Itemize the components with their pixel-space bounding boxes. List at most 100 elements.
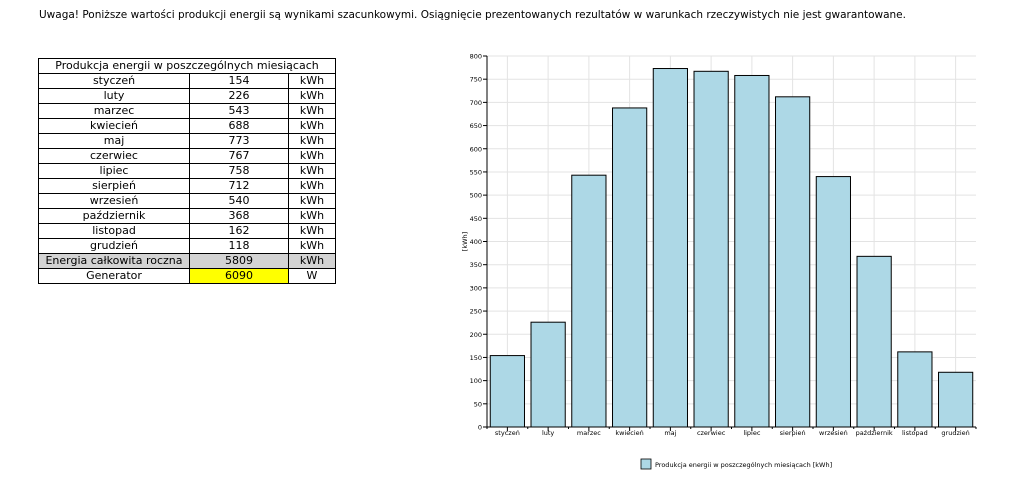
- generator-value: 6090: [189, 268, 289, 284]
- value-cell: 688: [189, 118, 289, 134]
- table-row: styczeń 154 kWh: [38, 73, 336, 89]
- bar: [897, 351, 933, 428]
- bar: [734, 74, 770, 428]
- x-tick-label: marzec: [577, 429, 601, 437]
- value-cell: 154: [189, 73, 289, 89]
- y-tick-label: 350: [470, 261, 482, 269]
- y-axis-label: [kWh]: [461, 232, 469, 251]
- unit-cell: kWh: [288, 133, 336, 149]
- y-tick-label: 200: [470, 331, 482, 339]
- bar: [530, 321, 566, 428]
- y-tick-label: 750: [470, 76, 482, 84]
- y-tick-label: 550: [470, 168, 482, 176]
- x-tick-label: maj: [664, 429, 676, 437]
- y-tick-label: 0: [478, 424, 482, 432]
- y-tick-label: 150: [470, 354, 482, 362]
- month-cell: wrzesień: [38, 193, 190, 209]
- month-cell: kwiecień: [38, 118, 190, 134]
- warning-text: Uwaga! Poniższe wartości produkcji energ…: [39, 9, 906, 21]
- table-row: wrzesień 540 kWh: [38, 193, 336, 209]
- energy-production-table: Produkcja energii w poszczególnych miesi…: [38, 58, 336, 284]
- y-tick-label: 700: [470, 99, 482, 107]
- unit-cell: kWh: [288, 193, 336, 209]
- unit-cell: kWh: [288, 103, 336, 119]
- bar: [652, 68, 688, 428]
- bar: [693, 70, 729, 428]
- unit-cell: kWh: [288, 178, 336, 194]
- y-tick-label: 450: [470, 215, 482, 223]
- unit-cell: kWh: [288, 208, 336, 224]
- month-cell: czerwiec: [38, 148, 190, 164]
- table-row: marzec 543 kWh: [38, 103, 336, 119]
- bar: [489, 355, 525, 428]
- value-cell: 118: [189, 238, 289, 254]
- x-tick-label: październik: [856, 429, 893, 437]
- month-cell: grudzień: [38, 238, 190, 254]
- month-cell: luty: [38, 88, 190, 104]
- x-tick-label: grudzień: [941, 429, 969, 437]
- value-cell: 226: [189, 88, 289, 104]
- x-tick-label: wrzesień: [819, 429, 848, 437]
- legend-swatch: [640, 458, 652, 470]
- table-row: kwiecień 688 kWh: [38, 118, 336, 134]
- y-tick-label: 250: [470, 308, 482, 316]
- value-cell: 758: [189, 163, 289, 179]
- table-row: maj 773 kWh: [38, 133, 336, 149]
- unit-cell: kWh: [288, 223, 336, 239]
- table-row: czerwiec 767 kWh: [38, 148, 336, 164]
- value-cell: 712: [189, 178, 289, 194]
- table-row: październik 368 kWh: [38, 208, 336, 224]
- table-body: styczeń 154 kWh luty 226 kWh marzec 543 kWh kwiec…: [38, 73, 336, 254]
- value-cell: 773: [189, 133, 289, 149]
- y-tick-label: 100: [470, 377, 482, 385]
- bar: [775, 96, 811, 428]
- generator-unit: W: [288, 268, 336, 284]
- total-label: Energia całkowita roczna: [38, 253, 190, 269]
- unit-cell: kWh: [288, 118, 336, 134]
- total-value: 5809: [189, 253, 289, 269]
- x-tick-label: sierpień: [780, 429, 806, 437]
- unit-cell: kWh: [288, 73, 336, 89]
- month-cell: styczeń: [38, 73, 190, 89]
- table-row: grudzień 118 kWh: [38, 238, 336, 254]
- x-tick-label: listopad: [902, 429, 928, 437]
- bar: [571, 174, 607, 428]
- y-tick-label: 50: [474, 400, 482, 408]
- value-cell: 767: [189, 148, 289, 164]
- table-row: luty 226 kWh: [38, 88, 336, 104]
- y-tick-label: 400: [470, 238, 482, 246]
- value-cell: 368: [189, 208, 289, 224]
- legend-label: Produkcja energii w poszczególnych miesi…: [655, 461, 832, 469]
- y-tick-label: 300: [470, 284, 482, 292]
- total-unit: kWh: [288, 253, 336, 269]
- x-tick-label: styczeń: [495, 429, 520, 437]
- bar: [856, 255, 892, 428]
- generator-row: Generator 6090 W: [38, 268, 336, 284]
- unit-cell: kWh: [288, 88, 336, 104]
- month-cell: maj: [38, 133, 190, 149]
- bar: [938, 371, 974, 428]
- table-row: sierpień 712 kWh: [38, 178, 336, 194]
- bar: [815, 176, 851, 428]
- table-row: lipiec 758 kWh: [38, 163, 336, 179]
- table-title: Produkcja energii w poszczególnych miesi…: [38, 58, 336, 74]
- month-cell: sierpień: [38, 178, 190, 194]
- unit-cell: kWh: [288, 238, 336, 254]
- x-tick-label: luty: [542, 429, 554, 437]
- value-cell: 540: [189, 193, 289, 209]
- x-tick-label: lipiec: [743, 429, 761, 437]
- x-tick-label: czerwiec: [697, 429, 726, 437]
- month-cell: listopad: [38, 223, 190, 239]
- monthly-energy-bar-chart: 0 50 100 150 200 250 300 350 400 450 500 550 600 650 7…: [461, 53, 977, 470]
- value-cell: 543: [189, 103, 289, 119]
- x-tick-label: kwiecień: [615, 429, 643, 437]
- bar: [612, 107, 648, 428]
- month-cell: marzec: [38, 103, 190, 119]
- y-tick-label: 500: [470, 192, 482, 200]
- y-tick-label: 650: [470, 122, 482, 130]
- value-cell: 162: [189, 223, 289, 239]
- y-tick-label: 600: [470, 145, 482, 153]
- y-tick-label: 800: [470, 53, 482, 61]
- table-row: listopad 162 kWh: [38, 223, 336, 239]
- unit-cell: kWh: [288, 163, 336, 179]
